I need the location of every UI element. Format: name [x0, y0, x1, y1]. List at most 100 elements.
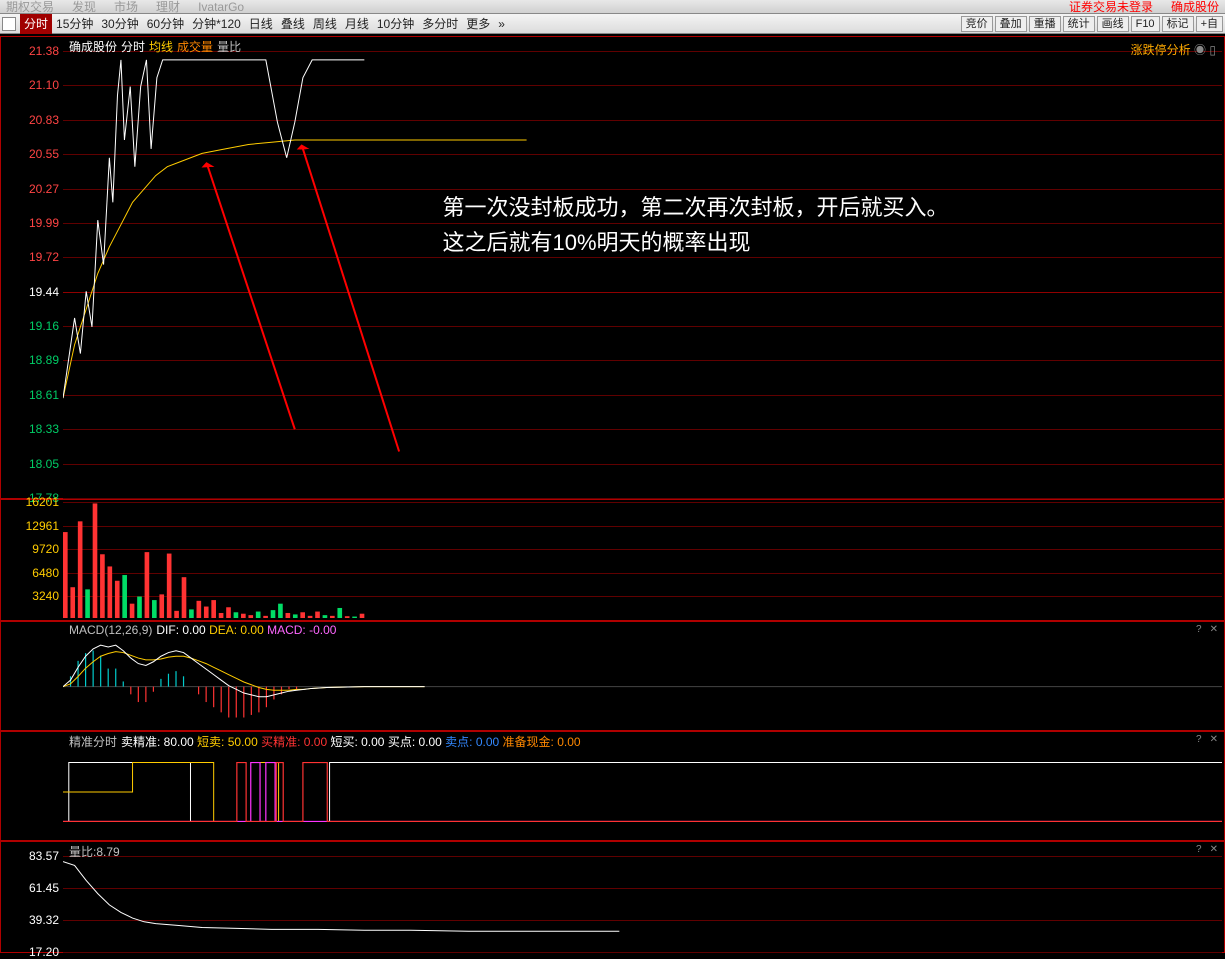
timeframe-day[interactable]: 日线 [245, 14, 277, 34]
close-icon[interactable]: ✕ [1210, 734, 1218, 745]
y-tick: 19.72 [29, 250, 59, 264]
tool-f10[interactable]: F10 [1131, 16, 1160, 32]
annotation-text: 第一次没封板成功，第二次再次封板，开后就买入。 这之后就有10%明天的概率出现 [443, 190, 949, 260]
precision-legend: 精准分时 卖精准: 80.00 短卖: 50.00 买精准: 0.00 短买: … [69, 733, 581, 750]
timeframe-fenshi[interactable]: 分时 [20, 14, 52, 34]
timeframe-120m[interactable]: 分钟*120 [188, 14, 245, 34]
y-tick: 21.10 [29, 78, 59, 92]
ratio-panel[interactable]: 量比:8.79 ? ✕ 83.5761.4539.3217.20 [0, 841, 1225, 953]
header-item[interactable]: IvatarGo [198, 0, 244, 14]
macd-panel[interactable]: MACD(12,26,9) DIF: 0.00 DEA: 0.00 MACD: … [0, 621, 1225, 731]
y-tick: 21.38 [29, 44, 59, 58]
y-tick: 61.45 [29, 881, 59, 895]
timeframe-10m[interactable]: 10分钟 [373, 14, 418, 34]
tool-overlay[interactable]: 叠加 [995, 16, 1027, 32]
legend-stock-name: 确成股份 [69, 38, 117, 55]
tool-replay[interactable]: 重播 [1029, 16, 1061, 32]
tool-stats[interactable]: 统计 [1063, 16, 1095, 32]
y-tick: 18.05 [29, 457, 59, 471]
ratio-y-axis: 83.5761.4539.3217.20 [1, 842, 63, 952]
price-y-axis: 21.38 21.10 20.83 20.55 20.27 19.99 19.72 19.44… [1, 37, 63, 498]
box-icon[interactable]: ▯ [1209, 43, 1216, 57]
app-header-bar: 期权交易 发现 市场 理财 IvatarGo 证券交易未登录 确成股份 [0, 0, 1225, 14]
timeframe-15m[interactable]: 15分钟 [52, 14, 97, 34]
y-tick: 20.83 [29, 113, 59, 127]
timeframe-week[interactable]: 周线 [309, 14, 341, 34]
y-tick: 20.27 [29, 182, 59, 196]
timeframe-more[interactable]: 更多 [462, 14, 494, 34]
volume-grid [63, 502, 1222, 618]
precision-value: 买点: 0.00 [384, 735, 441, 749]
timeframe-multi[interactable]: 多分时 [418, 14, 462, 34]
ratio-label: 量比:8.79 [69, 843, 120, 860]
y-tick: 19.44 [29, 285, 59, 299]
more-glyph[interactable]: » [494, 14, 509, 34]
ratio-grid [63, 856, 1222, 950]
price-panel[interactable]: 涨跌停分析 ◉ ▯ 确成股份 分时 均线 成交量 量比 21.38 21.10 20… [0, 36, 1225, 499]
y-tick: 12961 [26, 519, 59, 533]
limit-analysis-link[interactable]: 涨跌停分析 ◉ ▯ [1131, 41, 1216, 58]
macd-values: DIF: 0.00 DEA: 0.00 MACD: -0.00 [156, 623, 336, 637]
y-tick: 17.20 [29, 945, 59, 959]
macd-grid [63, 636, 1222, 728]
timeframe-60m[interactable]: 60分钟 [143, 14, 188, 34]
tool-mark[interactable]: 标记 [1162, 16, 1194, 32]
price-grid [63, 51, 1222, 496]
annotation-line2: 这之后就有10%明天的概率出现 [443, 225, 949, 260]
timeframe-strip: 分时 15分钟 30分钟 60分钟 分钟*120 日线 叠线 周线 月线 10分… [0, 14, 1225, 34]
y-tick: 19.16 [29, 319, 59, 333]
volume-svg [63, 502, 1222, 618]
macd-label: MACD(12,26,9) [69, 623, 152, 637]
help-icon[interactable]: ? [1196, 624, 1202, 635]
y-tick: 83.57 [29, 849, 59, 863]
macd-legend: MACD(12,26,9) DIF: 0.00 DEA: 0.00 MACD: … [69, 623, 336, 637]
precision-value: 买精准: 0.00 [258, 735, 327, 749]
macd-svg [63, 636, 1222, 728]
y-tick: 6480 [32, 566, 59, 580]
legend-avg: 均线 [149, 38, 173, 55]
y-tick: 18.33 [29, 422, 59, 436]
precision-value: 准备现金: 0.00 [499, 735, 580, 749]
price-svg [63, 51, 1222, 496]
login-warning: 证券交易未登录 [1069, 0, 1153, 15]
record-icon[interactable]: ◉ [1194, 43, 1206, 57]
tool-bid[interactable]: 竞价 [961, 16, 993, 32]
macd-value: MACD: -0.00 [264, 623, 337, 637]
precision-panel[interactable]: 精准分时 卖精准: 80.00 短卖: 50.00 买精准: 0.00 短买: … [0, 731, 1225, 841]
y-tick: 19.99 [29, 216, 59, 230]
price-legend: 确成股份 分时 均线 成交量 量比 [69, 38, 241, 55]
legend-vol: 成交量 [177, 38, 213, 55]
legend-fenshi: 分时 [121, 38, 145, 55]
ratio-svg [63, 856, 1222, 950]
chart-area: 涨跌停分析 ◉ ▯ 确成股份 分时 均线 成交量 量比 21.38 21.10 20… [0, 34, 1225, 955]
precision-value: 短卖: 50.00 [194, 735, 258, 749]
macd-value: DEA: 0.00 [206, 623, 264, 637]
legend-ratio: 量比 [217, 38, 241, 55]
precision-svg [63, 746, 1222, 838]
tool-draw[interactable]: 画线 [1097, 16, 1129, 32]
help-icon[interactable]: ? [1196, 734, 1202, 745]
precision-label: 精准分时 [69, 733, 117, 750]
tool-add[interactable]: +自 [1196, 16, 1223, 32]
precision-value: 卖点: 0.00 [442, 735, 499, 749]
macd-value: DIF: 0.00 [156, 623, 205, 637]
timeframe-overlay[interactable]: 叠线 [277, 14, 309, 34]
help-icon[interactable]: ? [1196, 844, 1202, 855]
annotation-line1: 第一次没封板成功，第二次再次封板，开后就买入。 [443, 190, 949, 225]
close-icon[interactable]: ✕ [1210, 844, 1218, 855]
y-tick: 9720 [32, 542, 59, 556]
close-icon[interactable]: ✕ [1210, 624, 1218, 635]
precision-value: 卖精准: 80.00 [121, 735, 194, 749]
header-stock-name: 确成股份 [1171, 0, 1219, 15]
ratio-legend: 量比:8.79 [69, 843, 120, 860]
volume-panel[interactable]: 1620112961972064803240 [0, 499, 1225, 621]
list-icon[interactable] [2, 17, 16, 31]
y-tick: 16201 [26, 495, 59, 509]
panel-controls: ? ✕ [1196, 734, 1218, 745]
y-tick: 20.55 [29, 147, 59, 161]
timeframe-30m[interactable]: 30分钟 [97, 14, 142, 34]
timeframe-month[interactable]: 月线 [341, 14, 373, 34]
right-tool-buttons: 竞价 叠加 重播 统计 画线 F10 标记 +自 [961, 16, 1223, 32]
precision-value: 短买: 0.00 [327, 735, 384, 749]
precision-grid [63, 746, 1222, 838]
